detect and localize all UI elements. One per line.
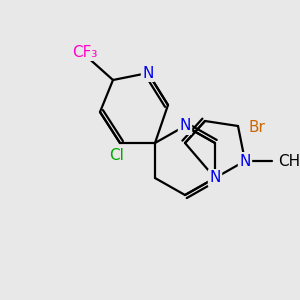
- Text: N: N: [209, 170, 221, 185]
- Text: Cl: Cl: [110, 148, 124, 163]
- Text: CF₃: CF₃: [72, 45, 98, 60]
- Text: N: N: [239, 154, 251, 169]
- Text: Br: Br: [248, 121, 265, 136]
- Text: N: N: [179, 118, 191, 134]
- Text: N: N: [142, 65, 154, 80]
- Text: CH₃: CH₃: [278, 154, 300, 169]
